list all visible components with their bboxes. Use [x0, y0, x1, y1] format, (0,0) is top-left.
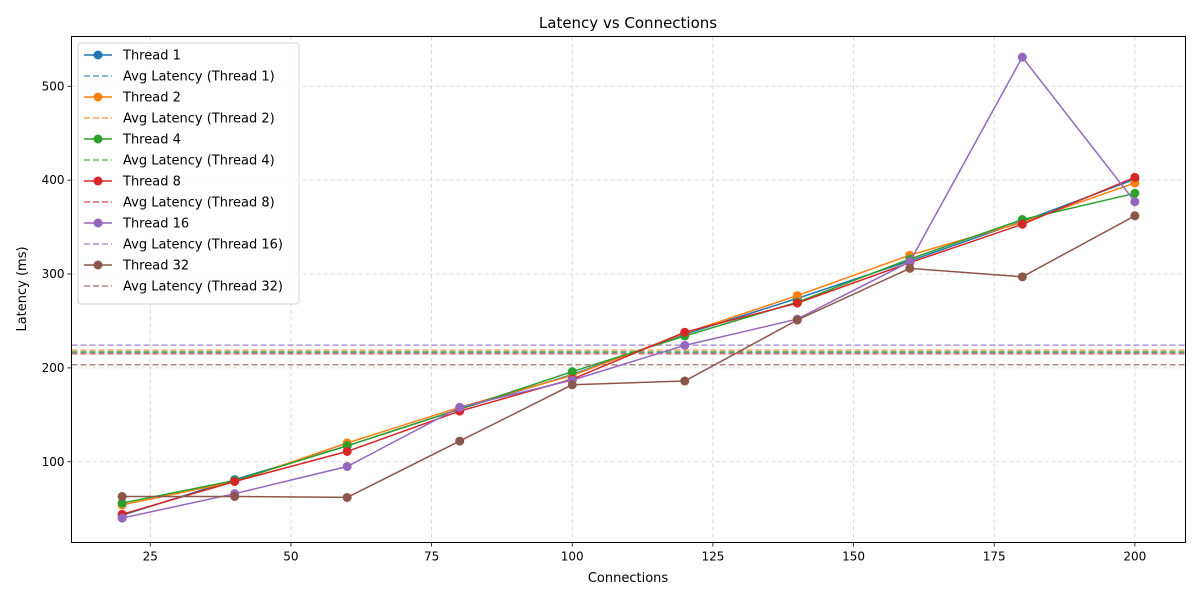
data-point	[230, 476, 240, 486]
legend-label: Avg Latency (Thread 32)	[123, 280, 283, 295]
y-tick-label: 500	[42, 79, 65, 93]
series-line	[121, 55, 1136, 519]
y-tick-label: 300	[42, 267, 65, 281]
chart-title: Latency vs Connections	[539, 14, 717, 32]
data-point	[117, 498, 127, 508]
data-point	[680, 327, 690, 337]
data-point	[792, 291, 802, 301]
legend-label: Thread 32	[122, 259, 189, 274]
data-point	[1130, 197, 1140, 207]
legend-marker	[93, 260, 103, 270]
legend-entry: Avg Latency (Thread 4)	[84, 154, 275, 169]
legend-label: Avg Latency (Thread 1)	[123, 70, 275, 85]
x-tick-label: 75	[424, 550, 439, 564]
x-tick-label: 25	[143, 550, 158, 564]
data-point	[117, 492, 127, 501]
series-lines	[117, 52, 1140, 523]
data-point	[342, 492, 352, 502]
legend-entry: Thread 32	[84, 259, 189, 274]
data-point	[792, 315, 802, 325]
legend-label: Thread 4	[122, 133, 181, 148]
legend: Thread 1 Avg Latency (Thread 1) Thread 2 Av…	[77, 42, 300, 305]
data-point	[905, 263, 915, 273]
data-point	[1017, 219, 1027, 229]
y-tick-label: 200	[42, 361, 65, 375]
legend-marker	[93, 176, 103, 186]
data-point	[1130, 211, 1140, 221]
legend-box	[77, 42, 300, 305]
legend-label: Thread 8	[122, 175, 181, 190]
data-point	[567, 380, 577, 390]
plot-frame	[71, 36, 1186, 543]
x-tick-label: 100	[561, 550, 584, 564]
series-line	[122, 215, 1136, 499]
legend-label: Thread 16	[122, 217, 189, 232]
legend-entry: Avg Latency (Thread 16)	[84, 238, 283, 253]
legend-entry: Avg Latency (Thread 1)	[84, 70, 275, 85]
y-axis-ticks: 100 200 300 400 500	[42, 79, 72, 469]
data-point	[567, 367, 577, 377]
legend-marker	[93, 218, 103, 228]
legend-label: Thread 2	[122, 91, 181, 106]
average-lines	[71, 344, 1186, 366]
legend-marker	[93, 134, 103, 144]
data-point	[455, 436, 465, 446]
legend-marker	[93, 92, 103, 102]
series-line	[121, 176, 1136, 516]
data-point	[455, 402, 465, 412]
x-tick-label: 175	[983, 550, 1006, 564]
data-point	[342, 446, 352, 456]
x-tick-label: 125	[701, 550, 724, 564]
data-point	[1130, 188, 1140, 198]
legend-label: Avg Latency (Thread 4)	[123, 154, 275, 169]
legend-marker	[93, 50, 103, 60]
data-point	[680, 376, 690, 386]
legend-label: Avg Latency (Thread 2)	[123, 112, 275, 127]
y-tick-label: 400	[42, 173, 65, 187]
legend-label: Avg Latency (Thread 16)	[123, 238, 283, 253]
data-point	[1017, 272, 1027, 282]
x-tick-label: 50	[283, 550, 298, 564]
series-line	[121, 192, 1136, 504]
data-point	[230, 492, 240, 501]
legend-entry: Avg Latency (Thread 32)	[84, 280, 283, 295]
data-point	[905, 257, 915, 267]
legend-label: Thread 1	[122, 49, 181, 64]
data-point	[342, 461, 352, 471]
data-point	[117, 513, 127, 523]
y-axis-label: Latency (ms)	[15, 246, 30, 331]
legend-label: Avg Latency (Thread 8)	[123, 196, 275, 211]
y-tick-label: 100	[42, 455, 65, 469]
legend-entry: Avg Latency (Thread 8)	[84, 196, 275, 211]
x-tick-label: 200	[1123, 550, 1146, 564]
legend-entry: Thread 2	[84, 91, 181, 106]
x-tick-label: 150	[842, 550, 865, 564]
legend-entry: Avg Latency (Thread 2)	[84, 112, 275, 127]
legend-entry: Thread 16	[84, 217, 189, 232]
data-point	[680, 340, 690, 350]
series-group	[117, 211, 1140, 502]
x-axis-ticks: 25 50 75 100 125 150 175 200	[143, 542, 1146, 564]
legend-entry: Thread 1	[84, 49, 181, 64]
legend-entry: Thread 8	[84, 175, 181, 190]
data-point	[1017, 52, 1027, 62]
data-point	[792, 298, 802, 308]
data-point	[1130, 172, 1140, 182]
x-axis-label: Connections	[588, 571, 669, 586]
legend-entry: Thread 4	[84, 133, 181, 148]
